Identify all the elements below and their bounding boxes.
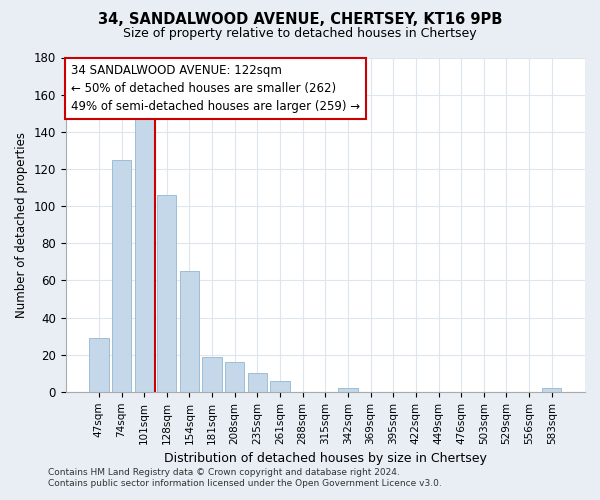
Bar bbox=[89, 338, 109, 392]
Bar bbox=[225, 362, 244, 392]
Text: 34, SANDALWOOD AVENUE, CHERTSEY, KT16 9PB: 34, SANDALWOOD AVENUE, CHERTSEY, KT16 9P… bbox=[98, 12, 502, 28]
Bar bbox=[338, 388, 358, 392]
Y-axis label: Number of detached properties: Number of detached properties bbox=[15, 132, 28, 318]
Bar bbox=[542, 388, 562, 392]
Bar bbox=[248, 373, 267, 392]
Bar bbox=[271, 380, 290, 392]
Bar bbox=[134, 113, 154, 392]
Bar bbox=[180, 271, 199, 392]
Text: Contains HM Land Registry data © Crown copyright and database right 2024.
Contai: Contains HM Land Registry data © Crown c… bbox=[48, 468, 442, 487]
Text: 34 SANDALWOOD AVENUE: 122sqm
← 50% of detached houses are smaller (262)
49% of s: 34 SANDALWOOD AVENUE: 122sqm ← 50% of de… bbox=[71, 64, 360, 113]
Bar bbox=[202, 356, 222, 392]
Bar bbox=[157, 195, 176, 392]
Bar bbox=[112, 160, 131, 392]
X-axis label: Distribution of detached houses by size in Chertsey: Distribution of detached houses by size … bbox=[164, 452, 487, 465]
Text: Size of property relative to detached houses in Chertsey: Size of property relative to detached ho… bbox=[123, 28, 477, 40]
